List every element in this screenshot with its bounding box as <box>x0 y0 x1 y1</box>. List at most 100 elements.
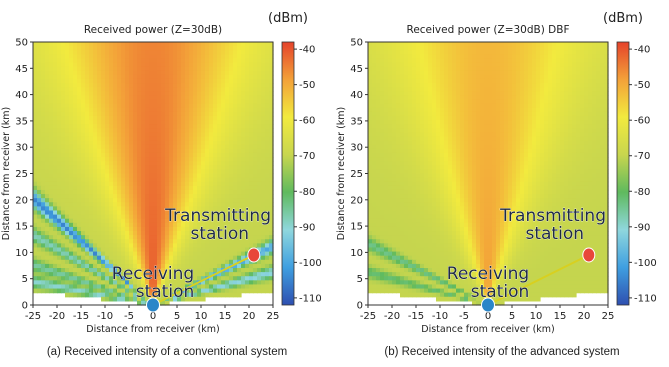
colorbar-unit: (dBm) <box>268 11 308 26</box>
heatmap-cell <box>121 87 126 92</box>
heatmap-cell <box>500 66 505 72</box>
heatmap-cell <box>245 198 250 203</box>
heatmap-cell <box>428 70 433 76</box>
heatmap-cell <box>161 231 166 236</box>
heatmap-cell <box>488 83 493 88</box>
heatmap-cell <box>57 107 62 113</box>
heatmap-cell <box>476 46 481 51</box>
heatmap-cell <box>428 46 433 51</box>
heatmap-cell <box>532 111 537 117</box>
heatmap-cell <box>249 91 254 97</box>
heatmap-cell <box>153 280 158 286</box>
heatmap-cell <box>121 70 126 76</box>
heatmap-cell <box>93 120 98 125</box>
heatmap-cell <box>65 202 70 207</box>
heatmap-cell <box>396 91 401 97</box>
heatmap-cell <box>193 70 198 76</box>
heatmap-cell <box>388 62 393 68</box>
heatmap-cell <box>424 58 429 64</box>
heatmap-cell <box>265 235 270 240</box>
heatmap-cell <box>436 120 441 125</box>
heatmap-cell <box>225 206 230 212</box>
heatmap-cell <box>265 157 270 162</box>
heatmap-cell <box>129 111 134 117</box>
heatmap-cell <box>45 46 50 51</box>
heatmap-cell <box>604 50 609 55</box>
heatmap-cell <box>169 272 174 277</box>
heatmap-cell <box>33 50 38 55</box>
heatmap-cell <box>584 50 589 55</box>
heatmap-cell <box>49 181 54 187</box>
heatmap-cell <box>173 120 178 125</box>
heatmap-cell <box>165 235 170 240</box>
heatmap-cell <box>61 42 66 47</box>
heatmap-cell <box>109 58 114 64</box>
heatmap-cell <box>233 165 238 170</box>
heatmap-cell <box>380 42 385 47</box>
heatmap-cell <box>576 95 581 101</box>
heatmap-cell <box>572 87 577 92</box>
heatmap-cell <box>65 161 70 166</box>
heatmap-cell <box>424 62 429 68</box>
heatmap-cell <box>265 206 270 212</box>
heatmap-cell <box>145 206 150 212</box>
heatmap-cell <box>265 169 270 175</box>
heatmap-cell <box>185 251 190 257</box>
heatmap-cell <box>596 107 601 113</box>
heatmap-cell <box>261 263 266 269</box>
heatmap-cell <box>217 70 222 76</box>
heatmap-cell <box>205 251 210 257</box>
heatmap-cell <box>209 280 214 286</box>
heatmap-cell <box>376 66 381 72</box>
heatmap-cell <box>105 181 110 187</box>
heatmap-cell <box>85 194 90 199</box>
heatmap-cell <box>173 78 178 84</box>
heatmap-cell <box>400 50 405 55</box>
heatmap-cell <box>229 161 234 166</box>
heatmap-cell <box>153 169 158 175</box>
heatmap-cell <box>113 198 118 203</box>
heatmap-cell <box>89 165 94 170</box>
heatmap-cell <box>217 259 222 265</box>
heatmap-cell <box>444 87 449 92</box>
heatmap-cell <box>205 136 210 142</box>
heatmap-cell <box>129 173 134 179</box>
heatmap-cell <box>237 280 242 286</box>
heatmap-cell <box>177 185 182 191</box>
heatmap-cell <box>141 111 146 117</box>
heatmap-cell <box>149 111 154 117</box>
heatmap-cell <box>49 78 54 84</box>
heatmap-cell <box>49 165 54 170</box>
heatmap-cell <box>185 231 190 236</box>
heatmap-cell <box>129 243 134 249</box>
heatmap-cell <box>189 292 194 298</box>
heatmap-cell <box>189 46 194 51</box>
heatmap-cell <box>424 107 429 113</box>
heatmap-cell <box>189 128 194 134</box>
heatmap-cell <box>213 62 218 68</box>
heatmap-cell <box>544 111 549 117</box>
heatmap-cell <box>584 54 589 60</box>
heatmap-cell <box>512 74 517 80</box>
heatmap-cell <box>237 239 242 244</box>
heatmap-cell <box>257 202 262 207</box>
heatmap-cell <box>213 46 218 51</box>
heatmap-cell <box>520 62 525 68</box>
heatmap-cell <box>177 74 182 80</box>
heatmap-cell <box>261 152 266 158</box>
heatmap-cell <box>113 111 118 117</box>
heatmap-cell <box>61 70 66 76</box>
heatmap-cell <box>117 50 122 55</box>
heatmap-cell <box>89 185 94 191</box>
heatmap-cell <box>37 148 42 154</box>
heatmap-cell <box>205 46 210 51</box>
heatmap-cell <box>121 83 126 88</box>
heatmap-cell <box>145 144 150 150</box>
heatmap-cell <box>201 136 206 142</box>
heatmap-cell <box>213 189 218 195</box>
heatmap-cell <box>400 66 405 72</box>
heatmap-cell <box>181 243 186 249</box>
heatmap-cell <box>205 54 210 60</box>
heatmap-cell <box>69 99 74 105</box>
heatmap-cell <box>169 148 174 154</box>
